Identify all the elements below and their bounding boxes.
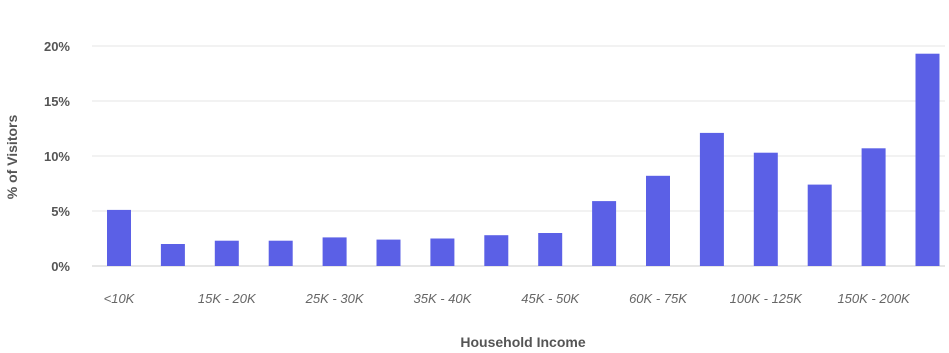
x-tick-label: 150K - 200K (837, 291, 911, 306)
x-tick-label: 100K - 125K (730, 291, 804, 306)
bar[interactable] (592, 201, 617, 266)
bar[interactable] (538, 233, 563, 266)
gridlines (92, 45, 945, 267)
bar[interactable] (430, 238, 455, 267)
y-tick-label: 15% (44, 94, 70, 109)
bar[interactable] (268, 240, 293, 266)
bar[interactable] (107, 209, 131, 266)
bar[interactable] (322, 237, 347, 266)
x-tick-label: 60K - 75K (629, 291, 688, 306)
y-axis-title: % of Visitors (4, 115, 20, 200)
x-tick-label: 15K - 20K (198, 291, 257, 306)
x-tick-label: <10K (104, 291, 136, 306)
bar[interactable] (699, 132, 724, 266)
bar[interactable] (861, 148, 886, 266)
x-tick-label: 45K - 50K (521, 291, 580, 306)
x-tick-label: 25K - 30K (305, 291, 365, 306)
bar[interactable] (484, 235, 509, 266)
bar[interactable] (160, 244, 185, 266)
bar[interactable] (915, 53, 940, 267)
bar[interactable] (376, 239, 401, 266)
bars (107, 53, 940, 267)
x-axis-title: Household Income (460, 334, 585, 350)
x-axis-ticks: <10K 15K - 20K 25K - 30K 35K - 40K 45K - 50K… (104, 291, 911, 306)
y-tick-label: 10% (44, 149, 70, 164)
y-tick-label: 5% (51, 204, 70, 219)
y-tick-label: 20% (44, 39, 70, 54)
bar[interactable] (753, 152, 778, 266)
bar[interactable] (646, 175, 670, 266)
y-tick-label: 0% (51, 259, 70, 274)
bar[interactable] (807, 184, 832, 266)
bar[interactable] (214, 240, 239, 266)
y-axis-ticks: 0% 5% 10% 15% 20% (44, 39, 70, 274)
x-tick-label: 35K - 40K (413, 291, 472, 306)
